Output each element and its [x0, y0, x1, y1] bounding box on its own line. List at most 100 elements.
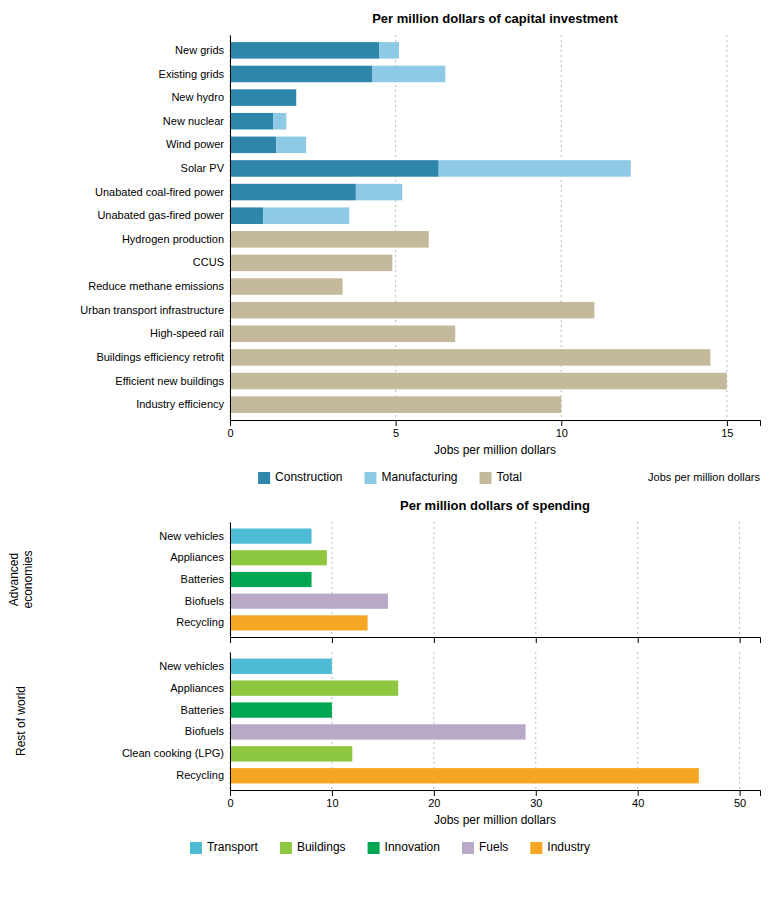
legend-item: Fuels: [462, 840, 508, 854]
grid-line: [739, 522, 740, 637]
legend-swatch: [258, 472, 270, 484]
y-tick: Urban transport infrastructure: [80, 304, 224, 316]
y-axis-title: Rest of world: [14, 686, 28, 756]
y-tick-label: Unabated coal-fired power: [95, 186, 224, 198]
y-tick-label: Biofuels: [185, 725, 225, 737]
grid-line: [230, 652, 231, 790]
y-tick: Reduce methane emissions: [88, 280, 224, 292]
y-tick: Buildings efficiency retrofit: [96, 351, 224, 363]
legend: Transport Buildings Innovation Fuels Industr…: [190, 840, 590, 854]
x-tick-label: 0: [227, 427, 233, 439]
bar: [296, 89, 297, 106]
y-tick: New nuclear: [163, 115, 224, 127]
legend-item: Innovation: [368, 840, 440, 854]
title: Per million dollars of spending: [400, 498, 590, 513]
y-tick-label: New vehicles: [159, 530, 224, 542]
x-tick-mark: [727, 420, 728, 426]
bar: [273, 113, 286, 130]
y-tick: New hydro: [171, 91, 224, 103]
y-tick: New grids: [175, 44, 224, 56]
x-axis-line: [231, 638, 761, 644]
x-tick: [230, 637, 231, 643]
x-tick-mark: [536, 637, 537, 643]
x-tick-label: 30: [530, 797, 542, 809]
bar: [286, 113, 287, 130]
x-tick-label: 40: [632, 797, 644, 809]
y-tick: Wind power: [166, 138, 224, 150]
title: Per million dollars of capital investmen…: [372, 11, 618, 26]
bar: [230, 702, 332, 717]
bar: [230, 42, 379, 59]
bar: [230, 160, 439, 177]
bars: [230, 659, 699, 784]
legend: ConstructionManufacturingTotal: [258, 470, 522, 484]
y-tick-label: Hydrogen production: [122, 233, 224, 245]
x-tick-label: 10: [326, 797, 338, 809]
y-tick: Biofuels: [185, 725, 225, 737]
legend-swatch: [190, 842, 202, 854]
x-tick: 50: [734, 790, 746, 809]
bar: [230, 373, 727, 390]
y-tick-label: Wind power: [166, 138, 224, 150]
legend-label: Manufacturing: [381, 470, 457, 484]
y-tick-label: New hydro: [171, 91, 224, 103]
y-axis-line: [230, 653, 231, 791]
x-axis: [231, 637, 761, 643]
bar: [372, 66, 445, 83]
x-tick-mark: [536, 790, 537, 796]
panel: 01020304050New vehiclesAppliancesBatteri…: [14, 652, 760, 854]
x-tick: 0: [227, 790, 233, 809]
bar: [349, 207, 350, 224]
x-axis-title: Jobs per million dollars: [434, 443, 556, 457]
x-tick-mark: [230, 790, 231, 796]
legend-label: Buildings: [297, 840, 346, 854]
legend-label: Innovation: [385, 840, 440, 854]
legend-item: Transport: [190, 840, 259, 854]
y-tick: High-speed rail: [150, 327, 224, 339]
y-tick: Recycling: [176, 616, 224, 628]
bar: [230, 615, 368, 630]
y-tick-label: Recycling: [176, 616, 224, 628]
y-tick: Appliances: [170, 682, 224, 694]
y-axis-line: [230, 36, 231, 421]
bar: [230, 550, 327, 565]
bar: [230, 231, 429, 248]
y-axis: New gridsExisting gridsNew hydroNew nucl…: [80, 36, 230, 421]
grid-line: [535, 522, 536, 637]
y-tick-label: Buildings efficiency retrofit: [96, 351, 224, 363]
x-tick-mark: [332, 790, 333, 796]
bar: [630, 160, 631, 177]
y-tick: Biofuels: [185, 595, 225, 607]
x-tick: [740, 637, 741, 643]
x-tick-mark: [332, 637, 333, 643]
y-tick-label: Appliances: [170, 551, 224, 563]
bar: [230, 113, 273, 130]
bar: [230, 724, 526, 739]
x-tick-label: 20: [428, 797, 440, 809]
x-axis-line: [231, 421, 761, 427]
legend-swatch: [368, 842, 380, 854]
y-tick-label: New nuclear: [163, 115, 224, 127]
grid-line: [433, 522, 434, 637]
y-tick: Unabated gas-fired power: [97, 209, 224, 221]
bar: [230, 349, 710, 366]
y-tick: Batteries: [181, 704, 225, 716]
y-tick: Clean cooking (LPG): [122, 747, 224, 759]
grid: [230, 652, 740, 790]
x-tick: 20: [428, 790, 440, 809]
legend-swatch: [480, 472, 492, 484]
x-tick: [536, 637, 537, 643]
x-tick-mark: [740, 637, 741, 643]
legend-item: Manufacturing: [364, 470, 457, 484]
y-axis-line: [230, 523, 231, 638]
bar: [445, 66, 446, 83]
x-tick: 15: [721, 420, 733, 439]
y-tick: Recycling: [176, 769, 224, 781]
bar: [230, 594, 388, 609]
legend-label: Industry: [547, 840, 590, 854]
y-tick: Solar PV: [181, 162, 225, 174]
bar: [230, 396, 561, 413]
bar: [356, 184, 402, 201]
y-tick: Appliances: [170, 551, 224, 563]
x-tick: [332, 637, 333, 643]
